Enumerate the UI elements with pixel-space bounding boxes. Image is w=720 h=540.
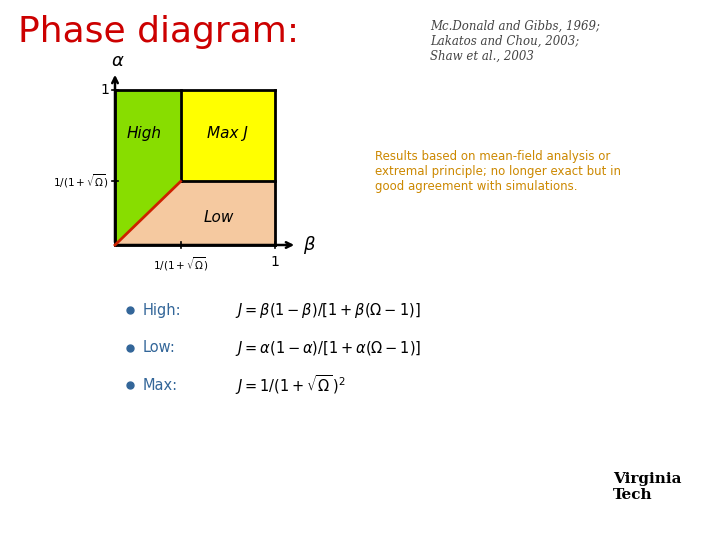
Text: High:: High:: [143, 302, 181, 318]
Text: α: α: [111, 52, 123, 70]
Text: $1/(1+\sqrt{\Omega})$: $1/(1+\sqrt{\Omega})$: [153, 255, 208, 273]
Text: 1: 1: [271, 255, 279, 269]
Polygon shape: [115, 181, 181, 245]
Text: Phase diagram:: Phase diagram:: [18, 15, 299, 49]
Text: 1: 1: [100, 83, 109, 97]
Polygon shape: [181, 90, 275, 181]
Text: Low:: Low:: [143, 341, 176, 355]
Text: Max:: Max:: [143, 377, 178, 393]
Text: Mc.Donald and Gibbs, 1969;
Lakatos and Chou, 2003;
Shaw et al., 2003: Mc.Donald and Gibbs, 1969; Lakatos and C…: [430, 20, 600, 63]
Text: Results based on mean-field analysis or
extremal principle; no longer exact but : Results based on mean-field analysis or …: [375, 150, 621, 193]
Polygon shape: [115, 90, 181, 245]
Text: $1/(1+\sqrt{\Omega})$: $1/(1+\sqrt{\Omega})$: [53, 173, 109, 190]
Text: High: High: [126, 126, 161, 141]
Text: $J = \beta(1-\beta)/[1+\beta(\Omega-1)]$: $J = \beta(1-\beta)/[1+\beta(\Omega-1)]$: [235, 300, 420, 320]
Polygon shape: [181, 181, 275, 245]
Text: Max J: Max J: [207, 126, 248, 141]
Text: $J = 1/(1+\sqrt{\Omega}\,)^2$: $J = 1/(1+\sqrt{\Omega}\,)^2$: [235, 373, 346, 397]
Text: $J = \alpha(1-\alpha)/[1+\alpha(\Omega-1)]$: $J = \alpha(1-\alpha)/[1+\alpha(\Omega-1…: [235, 339, 421, 357]
Text: Virginia
Tech: Virginia Tech: [613, 472, 682, 502]
Text: β: β: [303, 236, 315, 254]
Text: Low: Low: [204, 210, 234, 225]
